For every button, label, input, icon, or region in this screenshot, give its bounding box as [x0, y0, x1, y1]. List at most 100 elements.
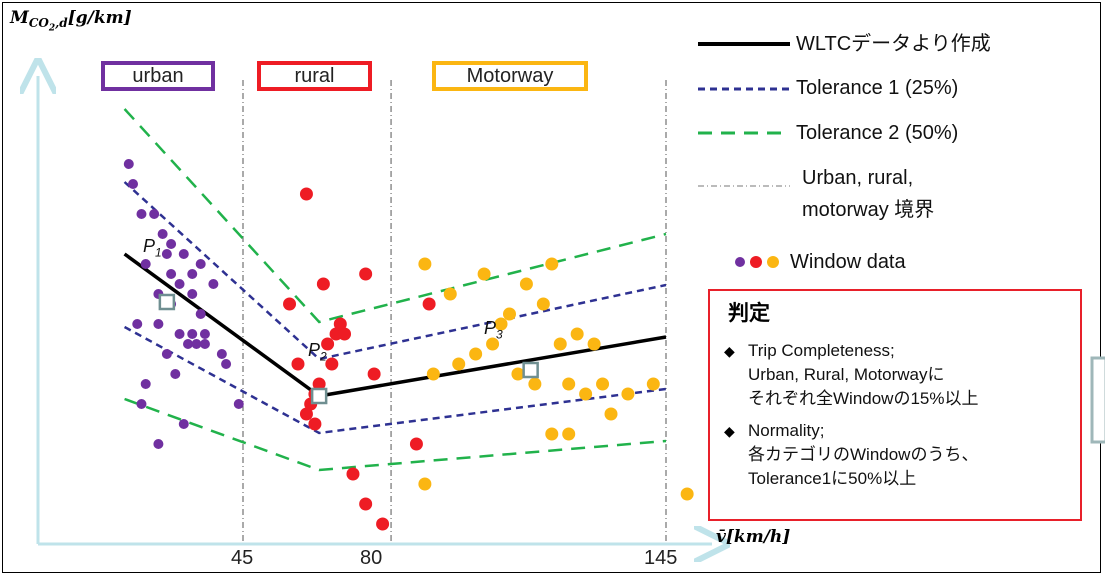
criterion-trip-detail-1: Urban, Rural, Motorwayに	[748, 365, 945, 384]
data-point-rural	[333, 317, 347, 331]
data-point-urban	[183, 339, 194, 349]
region-boundaries	[242, 80, 667, 544]
y-axis-title: MCO2,d[g/km]	[10, 8, 132, 34]
legend-label-boundary-1: Urban, rural,	[802, 167, 914, 189]
region-label-motorway: Motorway	[432, 61, 588, 91]
data-point-urban	[157, 229, 168, 239]
legend-dot-rural	[750, 256, 762, 268]
x-axis-title: v̄[km/h]	[716, 527, 791, 547]
data-point-rural	[325, 357, 339, 371]
cropped-box-edge	[1090, 356, 1105, 444]
data-point-urban	[166, 239, 177, 249]
axes	[38, 76, 712, 544]
series-line	[123, 108, 667, 324]
legend-label-boundary-2: motorway 境界	[802, 199, 935, 221]
data-point-urban	[123, 159, 134, 169]
p2-label: P2	[308, 340, 327, 364]
data-point-urban	[187, 289, 198, 299]
data-point-rural	[316, 277, 330, 291]
p3-marker	[522, 361, 539, 379]
p3-label: P3	[484, 318, 503, 342]
data-point-rural	[283, 297, 297, 311]
tolerance-lines	[123, 108, 667, 472]
series-line	[123, 325, 667, 435]
legend-label-window: Window data	[790, 251, 906, 273]
data-point-rural	[409, 437, 423, 451]
p-markers	[158, 293, 539, 405]
data-point-urban	[161, 349, 172, 359]
data-point-rural	[422, 297, 436, 311]
data-point-motorway	[596, 377, 610, 391]
data-point-urban	[195, 259, 206, 269]
criterion-normality-detail-1: 各カテゴリのWindowのうち、	[748, 445, 979, 464]
legend-dot-urban	[735, 257, 745, 267]
data-point-motorway	[545, 257, 559, 271]
data-point-motorway	[579, 387, 593, 401]
data-point-urban	[170, 369, 181, 379]
data-point-motorway	[680, 487, 694, 501]
data-point-urban	[140, 259, 151, 269]
data-point-urban	[132, 319, 143, 329]
data-point-motorway	[562, 377, 576, 391]
x-tick-80: 80	[360, 547, 383, 569]
data-point-urban	[140, 379, 151, 389]
data-point-urban	[174, 329, 185, 339]
x-tick-45: 45	[231, 547, 254, 569]
data-point-motorway	[443, 287, 457, 301]
data-point-motorway	[536, 297, 550, 311]
series-line	[124, 397, 667, 472]
data-point-urban	[153, 319, 164, 329]
data-point-rural	[367, 367, 381, 381]
data-point-urban	[233, 399, 244, 409]
legend-dot-motorway	[767, 256, 779, 268]
data-point-rural	[376, 517, 390, 531]
data-point-motorway	[418, 257, 432, 271]
data-point-urban	[208, 279, 219, 289]
data-point-rural	[359, 267, 373, 281]
data-point-rural	[291, 357, 305, 371]
legend-label-tol2: Tolerance 2 (50%)	[796, 122, 959, 144]
data-point-motorway	[486, 337, 500, 351]
data-point-motorway	[621, 387, 635, 401]
data-point-motorway	[519, 277, 533, 291]
data-point-motorway	[477, 267, 491, 281]
p1-marker	[158, 293, 176, 311]
data-point-urban	[187, 269, 198, 279]
series-line	[123, 181, 667, 361]
data-point-urban	[221, 359, 232, 369]
data-point-motorway	[511, 367, 525, 381]
data-point-urban	[153, 439, 164, 449]
data-point-urban	[136, 399, 147, 409]
data-point-urban	[178, 419, 189, 429]
series-line	[123, 252, 667, 398]
data-point-rural	[299, 407, 313, 421]
data-point-rural	[338, 327, 352, 341]
data-point-rural	[308, 417, 322, 431]
data-point-urban	[174, 279, 185, 289]
x-tick-145: 145	[644, 547, 678, 569]
p1-label: P1	[143, 236, 162, 260]
data-point-rural	[321, 337, 335, 351]
data-point-rural	[346, 467, 360, 481]
criterion-trip-detail-2: それぞれ全Windowの15%以上	[748, 389, 979, 408]
legend-label-wltc: WLTCデータより作成	[796, 33, 991, 55]
data-point-urban	[191, 339, 202, 349]
data-point-rural	[299, 187, 313, 201]
data-point-motorway	[452, 357, 466, 371]
data-point-motorway	[604, 407, 618, 421]
data-point-urban	[187, 329, 198, 339]
criterion-trip-completeness: Trip Completeness;	[748, 341, 895, 360]
legend-label-tol1: Tolerance 1 (25%)	[796, 77, 959, 99]
region-label-rural: rural	[257, 61, 372, 91]
data-point-motorway	[562, 427, 576, 441]
bullet-diamond-icon: ◆	[724, 343, 735, 359]
data-point-urban	[178, 249, 189, 259]
data-point-urban	[195, 309, 206, 319]
data-point-urban	[199, 339, 210, 349]
data-point-urban	[136, 209, 147, 219]
data-point-rural	[312, 377, 326, 391]
data-point-motorway	[646, 377, 660, 391]
data-point-motorway	[494, 317, 508, 331]
bullet-diamond-icon: ◆	[724, 423, 735, 439]
